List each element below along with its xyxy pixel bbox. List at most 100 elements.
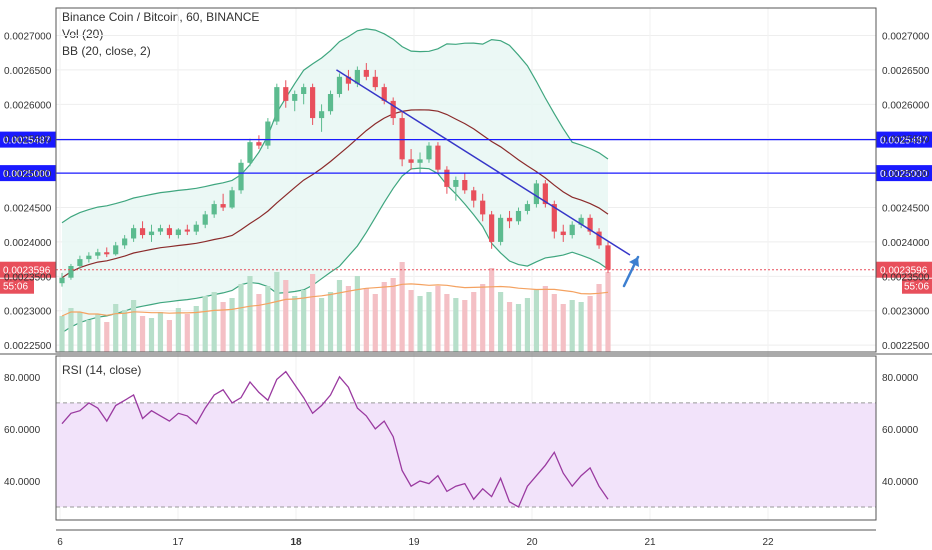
candle-body	[578, 217, 584, 225]
volume-bar	[184, 314, 190, 352]
level-tag-left	[0, 165, 56, 182]
volume-bar	[426, 292, 432, 352]
time-tick-label: 19	[408, 537, 420, 548]
countdown-label-left: 55:06	[3, 282, 28, 293]
volume-bar	[408, 290, 414, 352]
trendline	[336, 69, 631, 256]
candle-body	[489, 214, 495, 242]
candle-body	[95, 252, 101, 256]
trendline	[336, 69, 640, 288]
level-label-left: 0.0025487	[3, 136, 51, 147]
price-tick-label-left: 0.0023000	[4, 307, 52, 318]
candle-body	[372, 76, 378, 88]
candle-body	[59, 277, 65, 284]
volume-bar	[551, 294, 557, 352]
bollinger-fill	[62, 28, 608, 333]
candle-body	[131, 228, 137, 239]
candle-body	[417, 159, 423, 163]
candle-body	[310, 87, 316, 119]
candle-body	[113, 245, 119, 255]
volume-bar	[310, 274, 316, 352]
price-tick-label-left: 0.0026000	[4, 100, 52, 111]
price-tick-label-left: 0.0025000	[4, 169, 52, 180]
volume-bar	[363, 288, 369, 352]
level-tag-left	[0, 131, 56, 148]
candle-body	[533, 183, 539, 205]
volume-bar	[542, 286, 548, 352]
volume-bar	[104, 322, 110, 352]
candle-body	[435, 145, 441, 170]
rsi-tick-label-left: 80.0000	[4, 373, 41, 384]
candle-body	[399, 118, 405, 160]
volume-bar	[533, 290, 539, 352]
volume-bar	[229, 298, 235, 352]
candle-body	[265, 121, 271, 146]
candle-body	[157, 228, 164, 232]
volume-bar	[220, 302, 226, 352]
candle-body	[336, 76, 343, 94]
volume-bar	[292, 296, 298, 352]
volume-bar	[444, 294, 450, 352]
candle-body	[193, 224, 199, 232]
candle-body	[202, 214, 208, 225]
volume-bar	[265, 286, 271, 352]
candle-body	[345, 76, 352, 84]
volume-bar	[435, 286, 441, 352]
candle-body	[444, 169, 450, 187]
level-tag-right	[876, 165, 932, 182]
volume-bar	[497, 292, 504, 352]
volume-bar	[148, 318, 155, 352]
volume-bar	[372, 294, 378, 352]
candle-body	[86, 255, 92, 260]
volume-bar	[453, 298, 459, 352]
volume-bar	[318, 298, 325, 352]
volume-bar	[587, 296, 593, 352]
price-tick-label-right: 0.0026000	[882, 100, 930, 111]
volume-bar	[515, 304, 522, 352]
volume-bar	[202, 296, 208, 352]
level-tag-right	[876, 131, 932, 148]
volume-bar	[327, 292, 334, 352]
volume-bar	[301, 290, 307, 352]
candle-body	[122, 238, 128, 246]
time-tick-label: 20	[526, 537, 538, 548]
candle-body	[220, 204, 226, 208]
candle-body	[148, 231, 155, 236]
candle-body	[524, 204, 531, 211]
volume-indicator-label: Vol (20)	[62, 27, 104, 41]
candle-body	[453, 180, 459, 187]
candle-body	[506, 217, 513, 222]
time-tick-label: 22	[762, 537, 774, 548]
bollinger-upper	[61, 28, 609, 224]
volume-bar	[390, 278, 396, 352]
candle-body	[318, 111, 325, 119]
level-label-right: 0.0025487	[880, 136, 928, 147]
volume-bars	[59, 262, 611, 352]
price-tick-label-right: 0.0024500	[882, 204, 930, 215]
volume-bar	[122, 310, 128, 352]
bollinger-indicator-label: BB (20, close, 2)	[62, 44, 151, 58]
candle-body	[354, 69, 360, 84]
rsi-pane-frame	[55, 355, 877, 521]
bollinger-lower	[61, 167, 609, 334]
candle-body	[292, 94, 298, 101]
rsi-tick-label-left: 40.0000	[4, 477, 41, 488]
volume-ma-line	[61, 283, 609, 317]
candle-body	[139, 228, 146, 236]
arrow-head	[629, 257, 639, 267]
countdown-tag-right	[902, 278, 932, 294]
volume-bar	[417, 296, 423, 352]
volume-bar	[274, 272, 280, 352]
rsi-tick-label-right: 80.0000	[882, 373, 919, 384]
volume-bar	[139, 316, 146, 352]
volume-bar	[336, 280, 343, 352]
volume-bar	[471, 292, 477, 352]
candle-body	[560, 231, 566, 236]
price-tick-label-left: 0.0024000	[4, 238, 52, 249]
volume-bar	[113, 304, 119, 352]
volume-bar	[131, 300, 137, 352]
candle-body	[256, 142, 262, 146]
volume-bar	[68, 308, 74, 352]
candle-body	[426, 145, 432, 160]
